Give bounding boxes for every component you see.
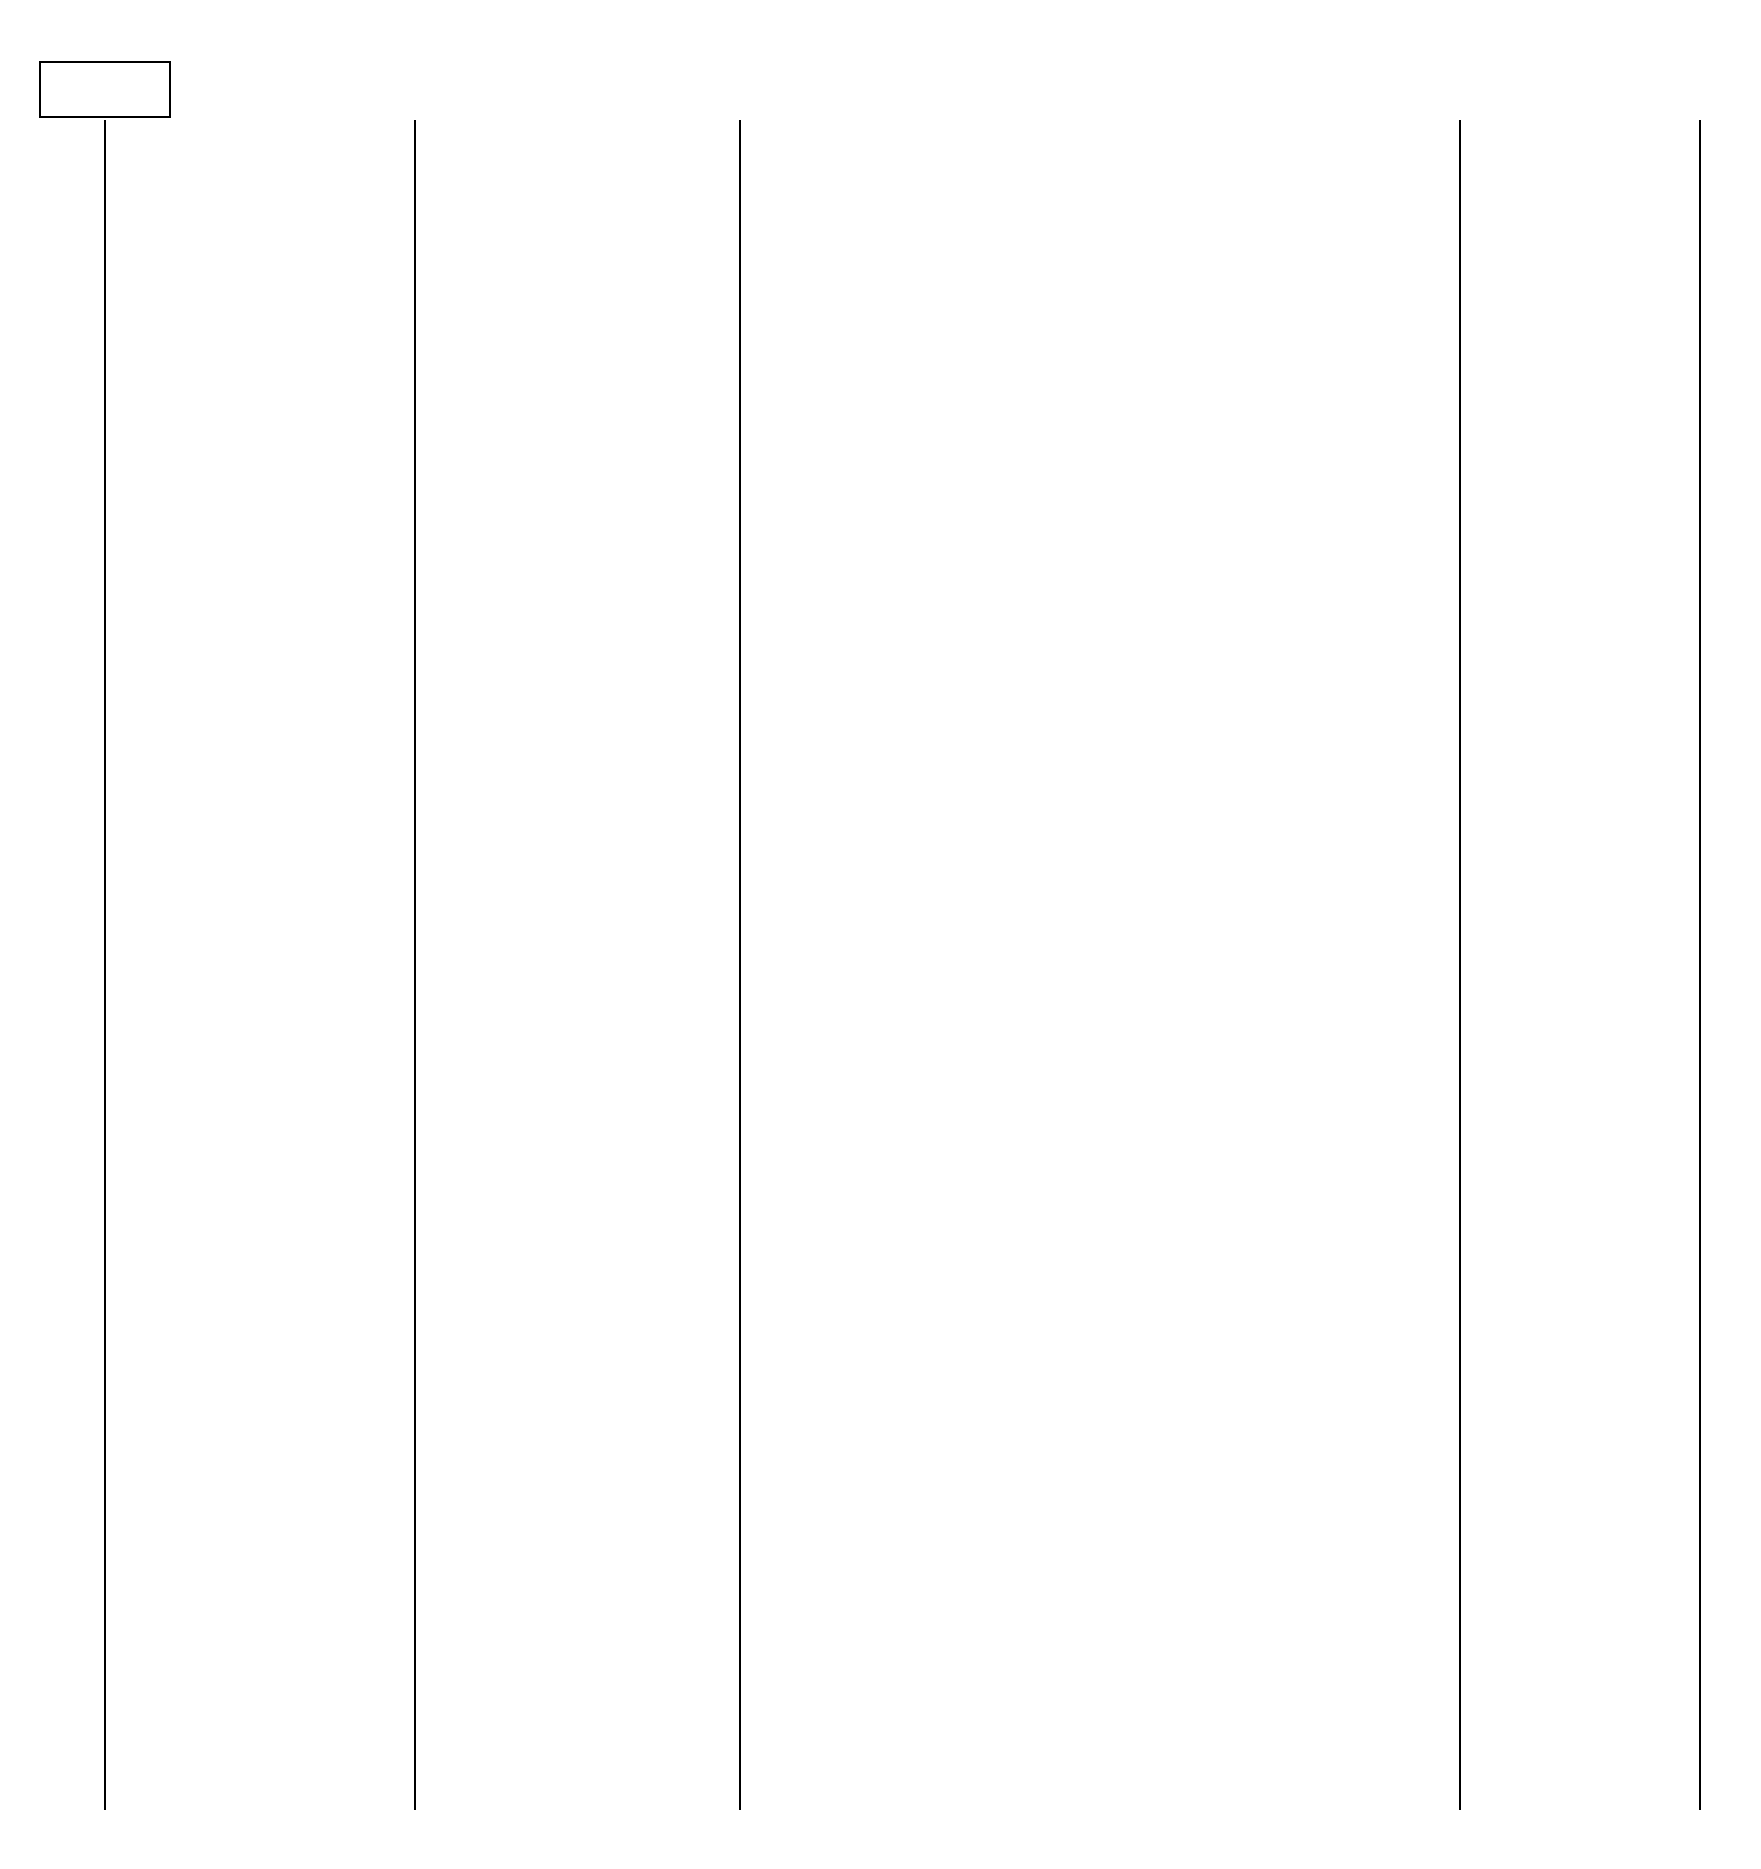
participant-user_a bbox=[40, 62, 170, 117]
sequence-diagram bbox=[20, 20, 1761, 1849]
